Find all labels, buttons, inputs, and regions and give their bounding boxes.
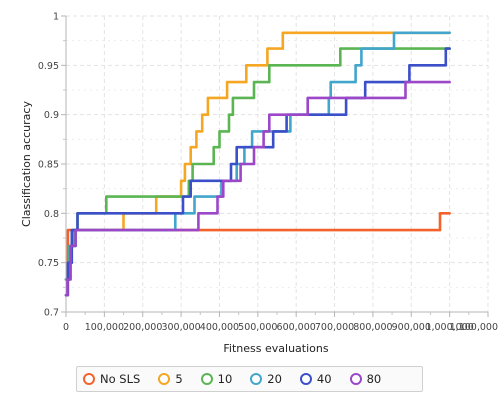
x-tick-label: 700,000 bbox=[315, 322, 354, 333]
legend-label: 5 bbox=[175, 372, 183, 386]
y-tick-label: 1 bbox=[53, 12, 59, 23]
x-tick-label: 500,000 bbox=[238, 322, 277, 333]
x-axis-title: Fitness evaluations bbox=[223, 342, 328, 355]
legend-label: 20 bbox=[267, 372, 282, 386]
x-tick-label: 300,000 bbox=[161, 322, 200, 333]
legend-marker-icon bbox=[299, 373, 312, 385]
legend-item: No SLS bbox=[83, 372, 140, 386]
legend-label: 40 bbox=[316, 372, 332, 386]
legend-label: No SLS bbox=[100, 372, 141, 386]
grid bbox=[65, 15, 489, 313]
series-lines bbox=[64, 31, 451, 297]
x-tick-label: 900,000 bbox=[392, 322, 431, 333]
legend-item: 5 bbox=[158, 372, 183, 386]
legend-item: 40 bbox=[299, 372, 332, 386]
legend-marker-icon bbox=[158, 373, 171, 385]
y-tick-label: 0.75 bbox=[38, 258, 59, 269]
legend-marker-icon bbox=[349, 373, 362, 385]
x-tick-label: 100,000 bbox=[85, 322, 124, 333]
legend: No SLS 5 10 20 40 80 bbox=[76, 366, 423, 392]
legend-item: 10 bbox=[200, 372, 233, 386]
y-tick-label: 0.9 bbox=[44, 110, 59, 121]
legend-marker-icon bbox=[83, 373, 95, 385]
y-tick-label: 0.8 bbox=[44, 209, 59, 220]
legend-item: 20 bbox=[250, 372, 282, 386]
legend-item: 80 bbox=[349, 372, 382, 386]
x-tick-label: 0 bbox=[63, 322, 69, 333]
x-tick-label: 800,000 bbox=[353, 322, 392, 333]
legend-marker-icon bbox=[200, 373, 213, 385]
legend-marker-icon bbox=[250, 373, 263, 385]
series-line-80 bbox=[64, 80, 451, 297]
legend-label: 10 bbox=[217, 372, 233, 386]
x-tick-label: 400,000 bbox=[200, 322, 239, 333]
x-tick-label: 1,100,000 bbox=[450, 322, 498, 333]
y-tick-label: 0.85 bbox=[38, 160, 59, 171]
x-tick-label: 200,000 bbox=[123, 322, 162, 333]
legend-label: 80 bbox=[366, 372, 382, 386]
y-tick-label: 0.7 bbox=[44, 308, 59, 319]
y-tick-label: 0.95 bbox=[38, 61, 59, 72]
x-tick-label: 600,000 bbox=[277, 322, 316, 333]
axes: 0.7 0.75 0.8 0.85 0.9 0.95 1 0 100,000 200,000 300… bbox=[38, 12, 498, 334]
x-tick-label: 1,000,000 bbox=[425, 322, 473, 333]
y-axis-title: Classification accuracy bbox=[20, 101, 33, 227]
